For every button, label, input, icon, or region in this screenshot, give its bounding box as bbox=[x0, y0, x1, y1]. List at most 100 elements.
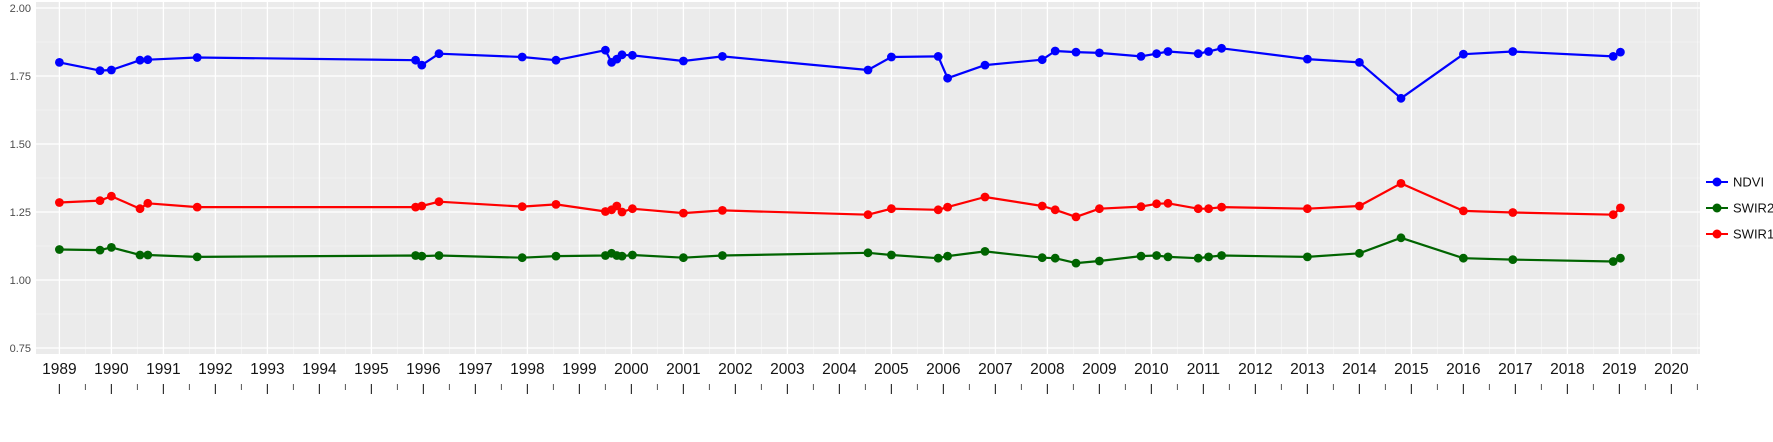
data-point bbox=[601, 45, 610, 55]
data-point bbox=[107, 65, 116, 75]
data-point bbox=[1037, 253, 1047, 263]
x-tick-label: 2010 bbox=[1134, 361, 1169, 378]
data-point bbox=[1608, 210, 1618, 220]
data-point bbox=[1396, 93, 1406, 103]
data-point bbox=[1193, 204, 1203, 214]
data-point bbox=[1396, 179, 1406, 188]
x-tick-label: 2017 bbox=[1498, 361, 1532, 378]
data-point bbox=[933, 205, 943, 215]
data-point bbox=[943, 251, 952, 261]
data-point bbox=[1355, 58, 1364, 67]
data-point bbox=[434, 49, 444, 59]
x-tick-label: 1995 bbox=[354, 361, 388, 378]
x-tick-label: 1992 bbox=[198, 361, 232, 378]
data-point bbox=[1193, 49, 1203, 59]
data-point bbox=[1163, 198, 1173, 208]
x-tick-label: 2000 bbox=[614, 361, 649, 378]
legend-label: SWIR2 bbox=[1733, 201, 1773, 216]
data-point bbox=[1152, 199, 1161, 209]
data-point bbox=[1152, 49, 1161, 59]
data-point bbox=[143, 55, 153, 65]
y-tick-label: 1.25 bbox=[10, 207, 31, 219]
data-point bbox=[55, 58, 64, 67]
data-point bbox=[417, 60, 427, 70]
data-point bbox=[1459, 49, 1468, 59]
data-point bbox=[980, 192, 990, 202]
y-tick-label: 2.00 bbox=[10, 3, 31, 15]
x-tick-label: 2013 bbox=[1290, 361, 1324, 378]
x-tick-label: 1996 bbox=[406, 361, 440, 378]
data-point bbox=[863, 248, 873, 258]
y-tick-label: 0.75 bbox=[10, 343, 31, 355]
data-point bbox=[551, 251, 561, 261]
data-point bbox=[1071, 258, 1081, 268]
x-tick-label: 1997 bbox=[458, 361, 492, 378]
series-ndvi bbox=[55, 43, 1625, 103]
data-point bbox=[1163, 252, 1173, 262]
data-point bbox=[1355, 248, 1364, 258]
data-point bbox=[980, 247, 990, 256]
x-tick-label: 1989 bbox=[42, 361, 76, 378]
x-tick-label: 2002 bbox=[718, 361, 752, 378]
data-point bbox=[1204, 204, 1213, 214]
data-point bbox=[517, 52, 527, 62]
data-point bbox=[933, 52, 943, 61]
data-point bbox=[628, 204, 637, 214]
data-point bbox=[1616, 47, 1625, 57]
x-tick-label: 2006 bbox=[926, 361, 960, 378]
data-point bbox=[617, 207, 627, 217]
x-tick-label: 2009 bbox=[1082, 361, 1116, 378]
data-point bbox=[1136, 202, 1146, 212]
data-point bbox=[107, 243, 116, 252]
data-point bbox=[135, 250, 145, 260]
legend-item-swir2: SWIR2 bbox=[1706, 201, 1773, 216]
data-point bbox=[863, 65, 873, 75]
data-point bbox=[617, 50, 627, 60]
x-tick-label: 2019 bbox=[1602, 361, 1636, 378]
data-point bbox=[1303, 204, 1312, 214]
data-point bbox=[135, 204, 145, 214]
data-point bbox=[1204, 47, 1213, 56]
data-point bbox=[1050, 253, 1060, 263]
data-point bbox=[517, 253, 527, 263]
data-point bbox=[887, 250, 896, 260]
data-point bbox=[1037, 201, 1047, 211]
data-point bbox=[1071, 47, 1081, 57]
data-point bbox=[55, 198, 64, 207]
data-point bbox=[1459, 253, 1468, 263]
x-tick-label: 2004 bbox=[822, 361, 857, 378]
data-point bbox=[1396, 233, 1406, 243]
x-tick-label: 2014 bbox=[1342, 361, 1377, 378]
x-axis-ticks bbox=[58, 384, 1698, 394]
data-point bbox=[1217, 43, 1226, 53]
data-point bbox=[192, 53, 202, 62]
x-tick-label: 1999 bbox=[562, 361, 596, 378]
data-point bbox=[1608, 257, 1618, 266]
data-point bbox=[718, 251, 727, 260]
x-tick-label: 2008 bbox=[1030, 361, 1064, 378]
data-point bbox=[1136, 52, 1146, 61]
data-point bbox=[718, 206, 727, 215]
x-tick-label: 2005 bbox=[874, 361, 908, 378]
data-point bbox=[192, 252, 202, 262]
data-point bbox=[1303, 54, 1312, 64]
data-point bbox=[1508, 208, 1518, 217]
data-point bbox=[1136, 251, 1146, 261]
x-tick-label: 2020 bbox=[1654, 361, 1689, 378]
series-swir2 bbox=[55, 233, 1625, 268]
data-point bbox=[943, 202, 952, 212]
data-point bbox=[1616, 253, 1625, 263]
data-point bbox=[1152, 251, 1161, 260]
y-tick-label: 1.00 bbox=[10, 275, 31, 287]
data-point bbox=[1355, 201, 1364, 211]
legend-point-marker bbox=[1712, 177, 1722, 187]
data-point bbox=[1037, 55, 1047, 65]
data-point bbox=[192, 202, 202, 212]
x-tick-label: 1993 bbox=[250, 361, 284, 378]
data-point bbox=[1217, 202, 1226, 212]
x-tick-label: 1998 bbox=[510, 361, 544, 378]
data-point bbox=[1608, 52, 1618, 61]
data-point bbox=[679, 56, 688, 66]
y-tick-label: 1.50 bbox=[10, 139, 31, 151]
data-point bbox=[887, 52, 896, 62]
